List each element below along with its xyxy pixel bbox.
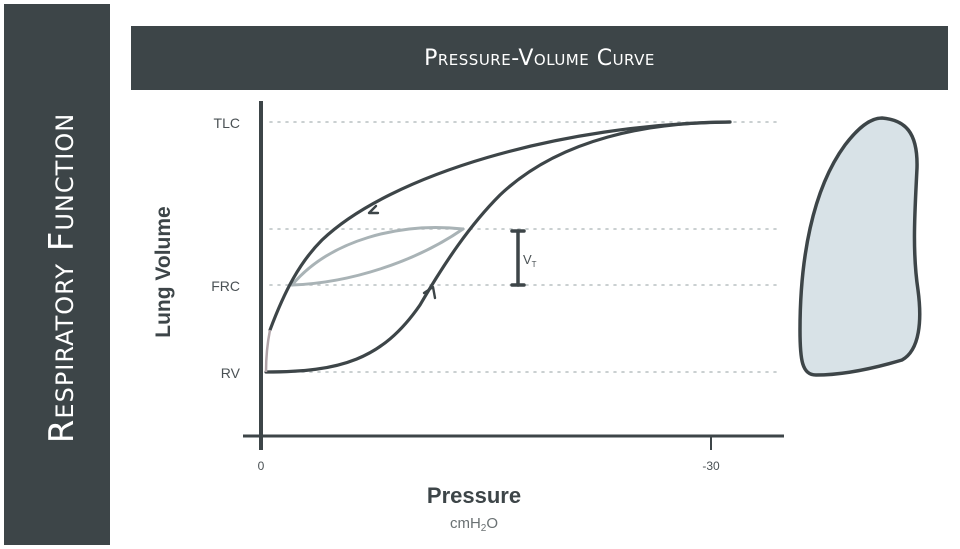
- tidal-volume-marker: [510, 229, 526, 287]
- y-axis-title: Lung Volume: [152, 206, 175, 337]
- hysteresis-curves: [264, 120, 732, 374]
- rv-label: RV: [221, 365, 241, 381]
- inflation-curve: [264, 120, 732, 374]
- curve-join: [264, 329, 272, 373]
- deflation-arrow-icon: [367, 204, 380, 215]
- x-tick-label-end: -30: [702, 459, 720, 473]
- tidal-loop-upper: [290, 226, 465, 287]
- lung-icon: [798, 116, 922, 377]
- sidebar-panel: Respiratory Function: [4, 4, 110, 545]
- deflation-curve: [268, 120, 732, 332]
- x-axis-title: Pressure: [427, 483, 521, 508]
- page-title: Pressure-Volume Curve: [424, 45, 655, 71]
- tidal-loop-lower: [290, 227, 465, 287]
- tlc-label: TLC: [214, 115, 240, 131]
- header-banner: Pressure-Volume Curve: [131, 26, 948, 90]
- tidal-loop: [290, 226, 465, 287]
- x-axis-unit: cmH2O: [450, 515, 498, 534]
- x-tick-label-start: 0: [258, 459, 265, 473]
- tidal-volume-label: VT: [523, 252, 537, 269]
- inflation-arrow-icon: [422, 285, 437, 300]
- frc-label: FRC: [211, 278, 240, 294]
